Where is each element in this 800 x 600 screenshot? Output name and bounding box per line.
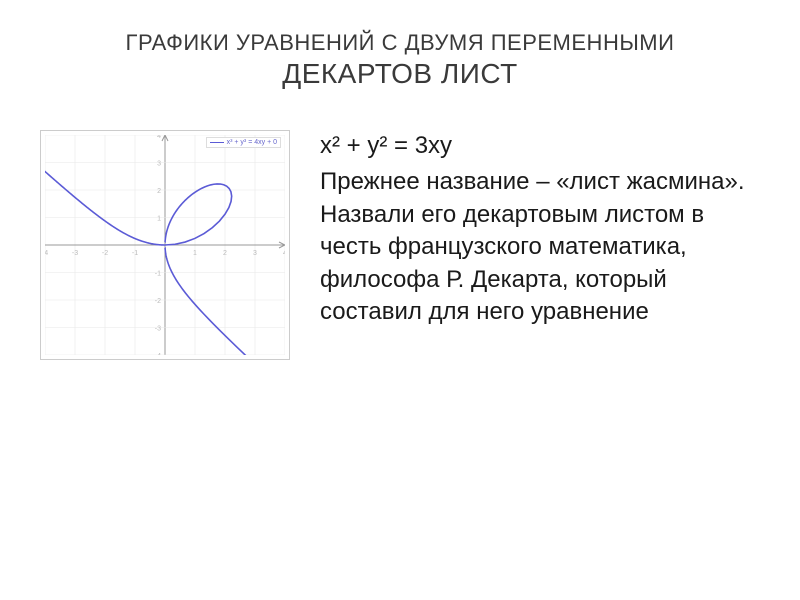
chart-svg: -4 -3 -2 -1 1 2 3 4 -4 -3 -2 -1 1 2 3 4	[45, 135, 285, 355]
svg-text:4: 4	[283, 250, 285, 257]
folium-chart: x³ + y³ = 4xy + 0 -4 -3 -2 -1 1 2 3 4 -4 -3 -2 -1 1 2…	[45, 135, 285, 355]
svg-text:3: 3	[157, 161, 161, 168]
svg-text:2: 2	[157, 188, 161, 195]
svg-text:-4: -4	[45, 250, 48, 257]
legend-line-icon	[210, 142, 224, 143]
chart-column: x³ + y³ = 4xy + 0 -4 -3 -2 -1 1 2 3 4 -4 -3 -2 -1 1 2…	[40, 130, 290, 360]
svg-text:1: 1	[193, 250, 197, 257]
content-row: x³ + y³ = 4xy + 0 -4 -3 -2 -1 1 2 3 4 -4 -3 -2 -1 1 2…	[0, 110, 800, 360]
legend-text: x³ + y³ = 4xy + 0	[227, 139, 277, 146]
title-line-2: ДЕКАРТОВ ЛИСТ	[40, 58, 760, 90]
svg-text:-3: -3	[155, 326, 161, 333]
svg-text:4: 4	[157, 135, 161, 140]
chart-frame: x³ + y³ = 4xy + 0 -4 -3 -2 -1 1 2 3 4 -4 -3 -2 -1 1 2…	[40, 130, 290, 360]
svg-text:-1: -1	[155, 271, 161, 278]
svg-text:-2: -2	[155, 298, 161, 305]
svg-text:3: 3	[253, 250, 257, 257]
text-column: x² + y² = 3xy Прежнее название – «лист ж…	[320, 130, 760, 360]
chart-legend: x³ + y³ = 4xy + 0	[206, 137, 281, 148]
svg-text:-1: -1	[132, 250, 138, 257]
svg-text:-3: -3	[72, 250, 78, 257]
equation-text: x² + y² = 3xy	[320, 130, 760, 162]
title-line-1: ГРАФИКИ УРАВНЕНИЙ С ДВУМЯ ПЕРЕМЕННЫМИ	[40, 30, 760, 56]
svg-text:2: 2	[223, 250, 227, 257]
svg-text:1: 1	[157, 216, 161, 223]
title-block: ГРАФИКИ УРАВНЕНИЙ С ДВУМЯ ПЕРЕМЕННЫМИ ДЕ…	[0, 0, 800, 110]
folium-curve	[45, 146, 269, 355]
svg-text:-4: -4	[155, 353, 161, 355]
body-text: Прежнее название – «лист жасмина». Назва…	[320, 166, 760, 328]
svg-text:-2: -2	[102, 250, 108, 257]
